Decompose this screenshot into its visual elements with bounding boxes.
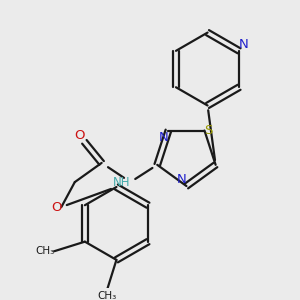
Text: N: N bbox=[239, 38, 249, 51]
Text: NH: NH bbox=[113, 176, 130, 189]
Text: N: N bbox=[177, 173, 186, 186]
Text: CH₃: CH₃ bbox=[97, 291, 116, 300]
Text: O: O bbox=[74, 129, 84, 142]
Text: O: O bbox=[51, 200, 62, 214]
Text: N: N bbox=[159, 130, 168, 143]
Text: CH₃: CH₃ bbox=[35, 246, 54, 256]
Text: S: S bbox=[205, 124, 213, 137]
